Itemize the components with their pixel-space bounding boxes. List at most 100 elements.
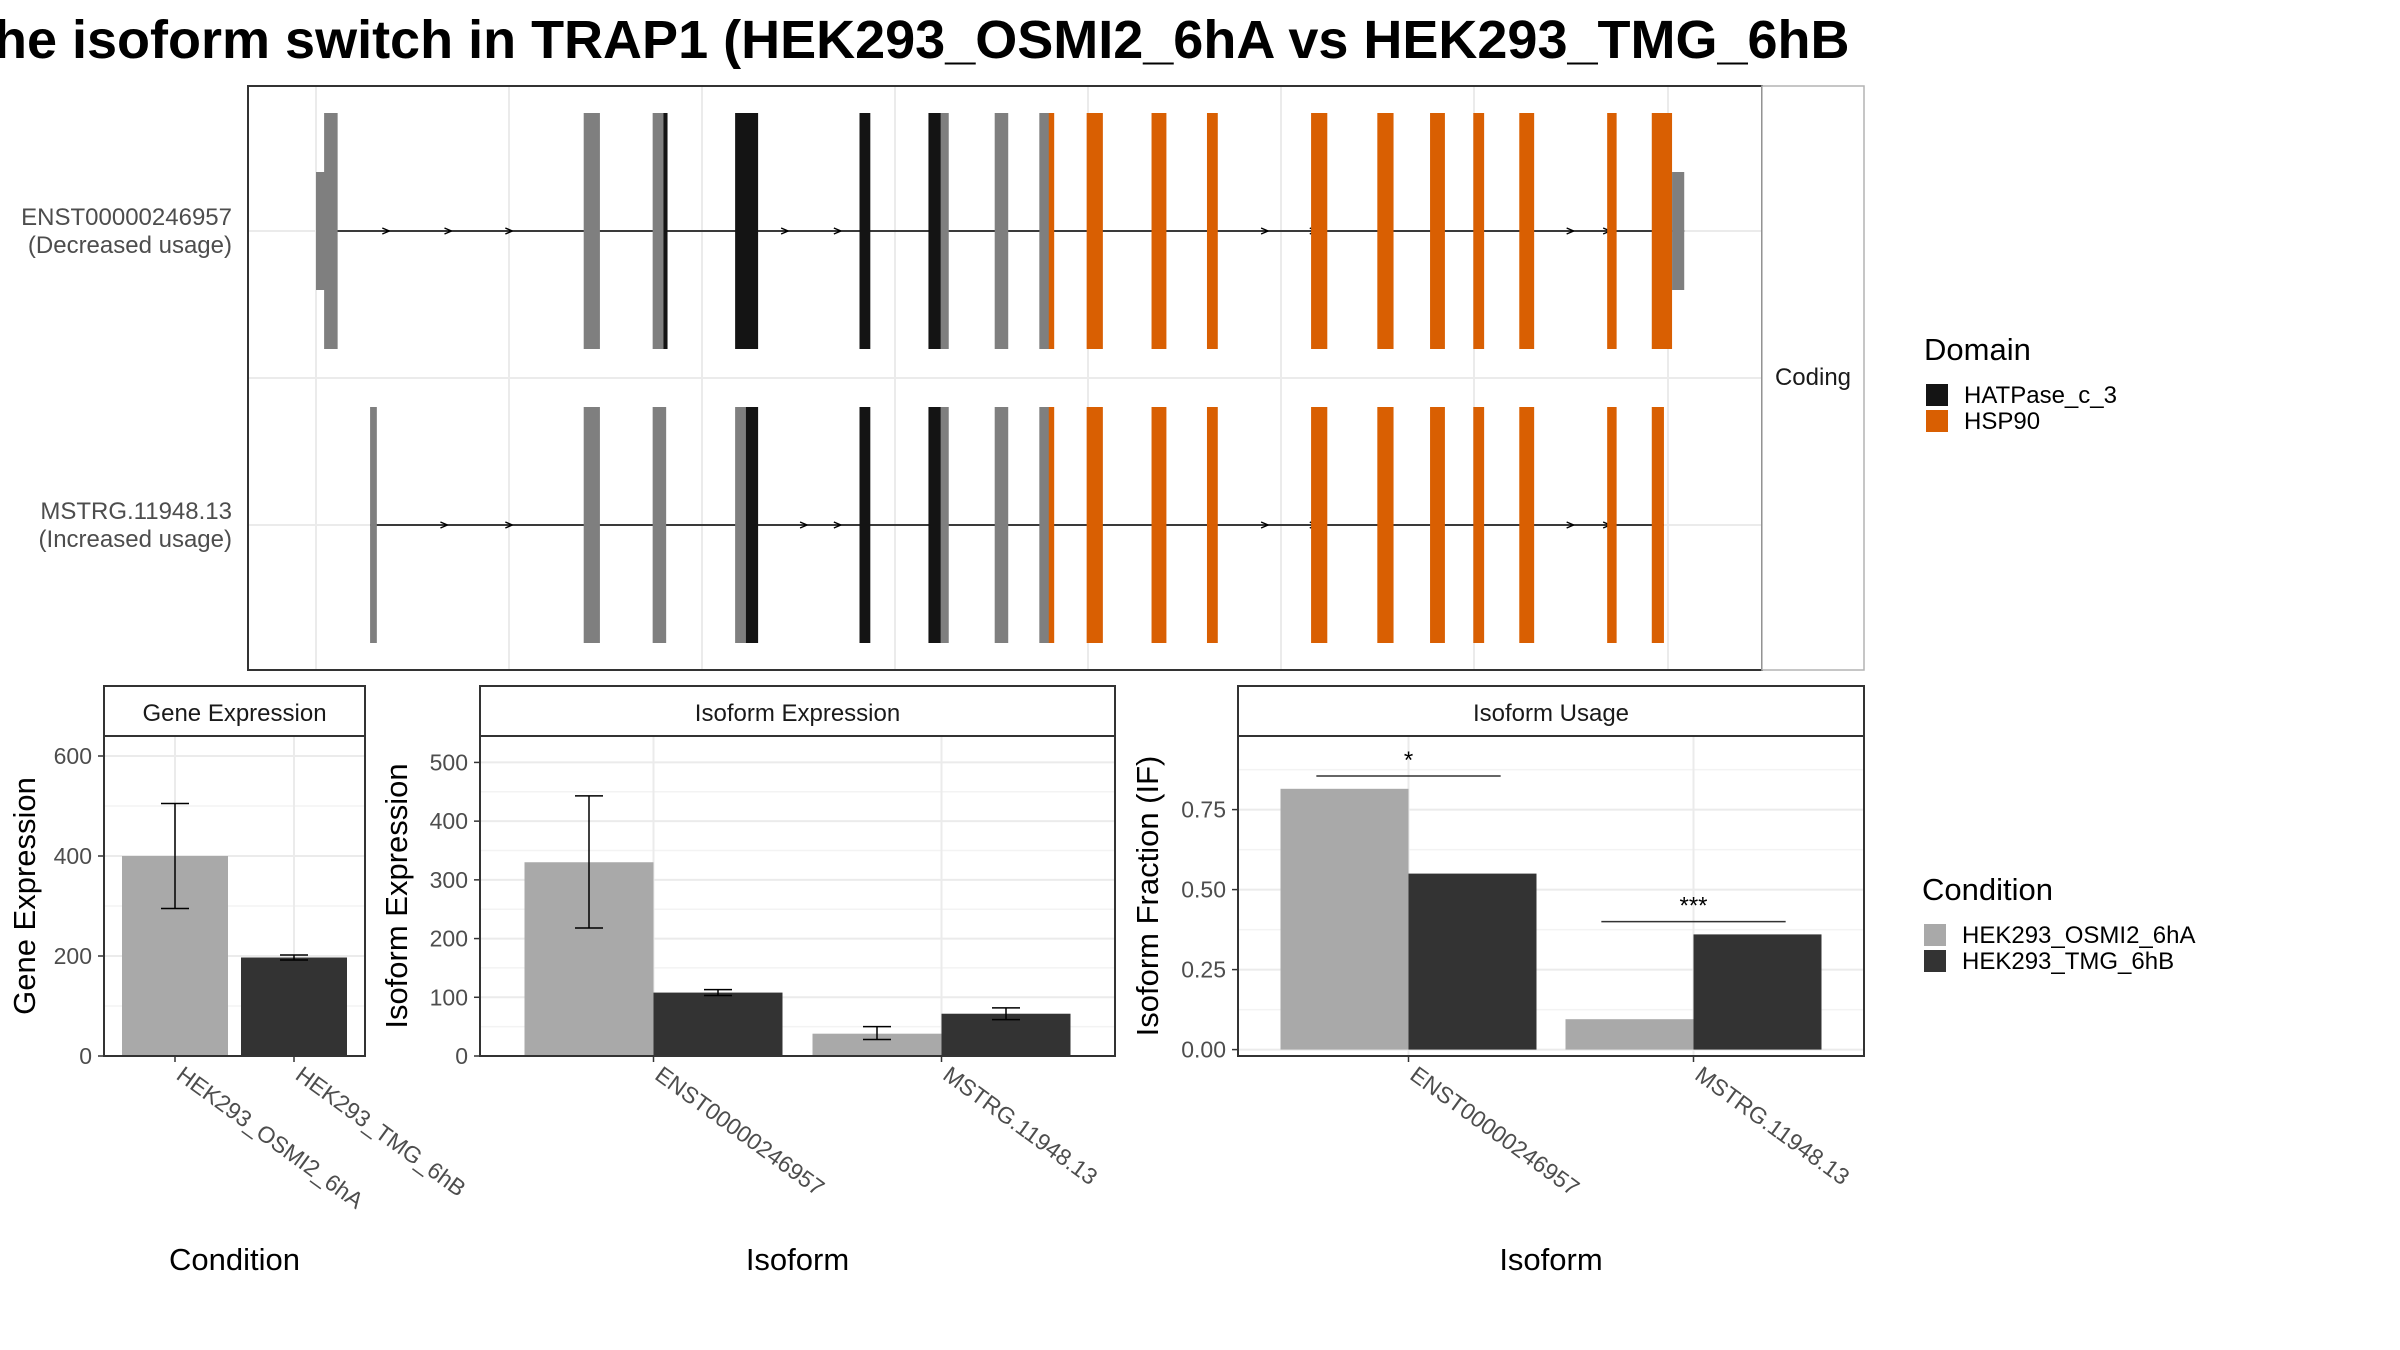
y-tick-label: 0.25 bbox=[1181, 957, 1226, 983]
exon-block bbox=[370, 407, 377, 643]
y-tick-label: 0 bbox=[79, 1043, 92, 1069]
domain-exon-HSP90 bbox=[1651, 113, 1673, 349]
transcript-MSTRG.11948.13 bbox=[370, 407, 1664, 643]
y-tick-label: 100 bbox=[430, 984, 468, 1010]
intron-arrow bbox=[505, 227, 515, 235]
bar-HEK293_OSMI2_6hA bbox=[1280, 788, 1409, 1050]
exon-block bbox=[583, 407, 600, 643]
domain-exon-HSP90 bbox=[1311, 407, 1328, 643]
y-axis-title: Isoform Expression bbox=[379, 763, 414, 1028]
transcript-label: ENST00000246957 bbox=[21, 204, 232, 231]
domain-exon-HSP90 bbox=[1607, 407, 1617, 643]
facet-strip bbox=[479, 685, 1116, 737]
domain-exon-HATPase_c_3 bbox=[859, 113, 871, 349]
y-axis-title: Gene Expression bbox=[7, 777, 42, 1015]
exon-block bbox=[1039, 407, 1052, 643]
x-axis-title: Condition bbox=[169, 1242, 300, 1277]
intron-arrow bbox=[833, 521, 843, 529]
domain-exon-HSP90 bbox=[1206, 113, 1218, 349]
bar-HEK293_OSMI2_6hA bbox=[1565, 1019, 1694, 1050]
intron-arrow bbox=[440, 521, 450, 529]
exon-block bbox=[1039, 113, 1052, 349]
intron-arrow bbox=[1566, 227, 1576, 235]
facet-strip-label: Isoform Expression bbox=[695, 700, 900, 727]
legend-item-label: HSP90 bbox=[1964, 408, 2040, 435]
y-tick-label: 300 bbox=[430, 867, 468, 893]
exon-block bbox=[994, 407, 1009, 643]
x-axis-title: Isoform bbox=[746, 1242, 849, 1277]
facet-strip-label: Isoform Usage bbox=[1473, 700, 1629, 727]
exon-block bbox=[994, 113, 1009, 349]
legend-title: Condition bbox=[1922, 872, 2053, 907]
domain-exon-HATPase_c_3 bbox=[745, 407, 759, 643]
legend-swatch bbox=[1924, 950, 1946, 972]
legend-item-label: HEK293_TMG_6hB bbox=[1962, 948, 2174, 975]
legend-title: Domain bbox=[1924, 332, 2031, 367]
domain-exon-HSP90 bbox=[1473, 113, 1485, 349]
x-tick-label: MSTRG.11948.13 bbox=[939, 1061, 1103, 1190]
domain-exon-HSP90 bbox=[1473, 407, 1485, 643]
domain-exon-HSP90 bbox=[1086, 113, 1103, 349]
transcript-usage-label: (Decreased usage) bbox=[28, 232, 232, 259]
bar-HEK293_OSMI2_6hA bbox=[812, 1033, 942, 1056]
x-axis-title: Isoform bbox=[1499, 1242, 1602, 1277]
exon-block bbox=[583, 113, 600, 349]
y-tick-label: 200 bbox=[430, 926, 468, 952]
intron-arrow bbox=[780, 227, 790, 235]
significance-label: *** bbox=[1679, 893, 1707, 920]
domain-exon-HSP90 bbox=[1206, 407, 1218, 643]
legend-swatch bbox=[1926, 410, 1948, 432]
domain-exon-HSP90 bbox=[1086, 407, 1103, 643]
y-tick-label: 0 bbox=[455, 1043, 468, 1069]
figure-title: he isoform switch in TRAP1 (HEK293_OSMI2… bbox=[0, 10, 1850, 70]
intron-arrow bbox=[505, 521, 515, 529]
legend-swatch bbox=[1924, 924, 1946, 946]
y-tick-label: 600 bbox=[54, 743, 92, 769]
intron-arrow bbox=[382, 227, 392, 235]
legend-item-label: HEK293_OSMI2_6hA bbox=[1962, 922, 2195, 949]
significance-label: * bbox=[1404, 747, 1413, 774]
x-tick-label: ENST00000246957 bbox=[1406, 1061, 1585, 1201]
domain-exon-HSP90 bbox=[1151, 113, 1167, 349]
bar-HEK293_TMG_6hB bbox=[1693, 934, 1822, 1050]
legend-swatch bbox=[1926, 384, 1948, 406]
domain-exon-HATPase_c_3 bbox=[663, 113, 668, 349]
facet-strip bbox=[103, 685, 366, 737]
bar-HEK293_TMG_6hB bbox=[941, 1013, 1071, 1056]
domain-exon-HSP90 bbox=[1377, 407, 1394, 643]
domain-exon-HATPase_c_3 bbox=[859, 407, 871, 643]
legend-item-label: HATPase_c_3 bbox=[1964, 382, 2117, 409]
transcript-usage-label: (Increased usage) bbox=[39, 526, 232, 553]
intron-arrow bbox=[1260, 227, 1270, 235]
bar-HEK293_TMG_6hB bbox=[653, 992, 783, 1056]
intron-arrow bbox=[799, 521, 809, 529]
exon-block bbox=[652, 407, 667, 643]
domain-exon-HSP90 bbox=[1519, 407, 1535, 643]
transcript-label: MSTRG.11948.13 bbox=[40, 498, 232, 525]
domain-exon-HSP90 bbox=[1048, 113, 1055, 349]
bar-HEK293_TMG_6hB bbox=[1408, 873, 1537, 1050]
y-tick-label: 400 bbox=[54, 843, 92, 869]
y-axis-title: Isoform Fraction (IF) bbox=[1130, 756, 1165, 1037]
domain-exon-HSP90 bbox=[1311, 113, 1328, 349]
y-tick-label: 400 bbox=[430, 808, 468, 834]
exon-block bbox=[940, 407, 949, 643]
exon-block bbox=[940, 113, 949, 349]
intron-arrow bbox=[1566, 521, 1576, 529]
domain-exon-HSP90 bbox=[1151, 407, 1167, 643]
domain-exon-HSP90 bbox=[1048, 407, 1055, 643]
domain-exon-HSP90 bbox=[1519, 113, 1535, 349]
y-tick-label: 200 bbox=[54, 943, 92, 969]
y-tick-label: 0.50 bbox=[1181, 877, 1226, 903]
x-tick-label: ENST00000246957 bbox=[651, 1061, 830, 1201]
domain-exon-HSP90 bbox=[1430, 407, 1445, 643]
isoform-expression-chart: 0 100 200 300 400 500 Isoform Expression ENST00… bbox=[379, 685, 1116, 1277]
facet-strip-coding bbox=[1761, 85, 1865, 671]
domain-exon-HSP90 bbox=[1377, 113, 1394, 349]
intron-arrow bbox=[833, 227, 843, 235]
x-tick-label: MSTRG.11948.13 bbox=[1691, 1061, 1855, 1190]
